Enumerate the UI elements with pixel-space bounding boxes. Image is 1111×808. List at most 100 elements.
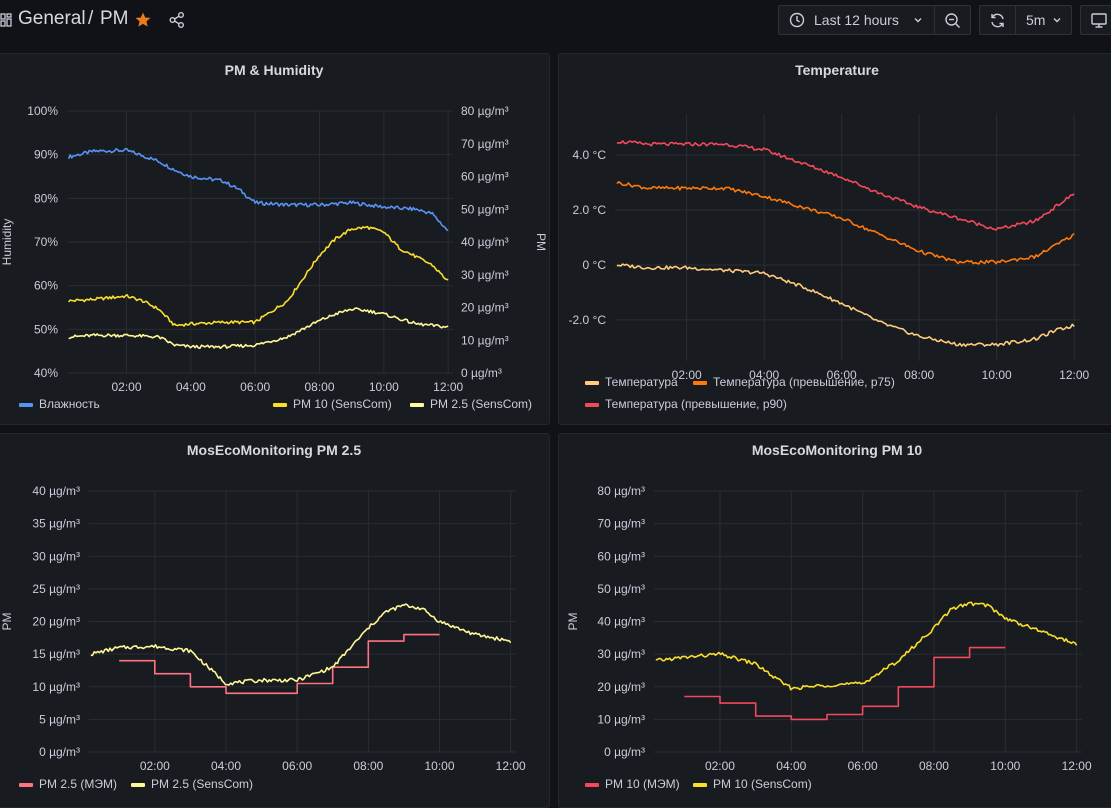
- series-line: [616, 140, 1075, 231]
- legend-color-swatch: [131, 783, 145, 787]
- series-line: [68, 307, 449, 350]
- share-icon[interactable]: [168, 11, 186, 29]
- legend-color-swatch: [19, 783, 33, 787]
- x-tick-label: 10:00: [990, 759, 1020, 773]
- panel-title[interactable]: MosEcoMonitoring PM 10: [751, 442, 923, 458]
- breadcrumb-separator: /: [88, 8, 94, 29]
- legend-color-swatch: [585, 403, 599, 407]
- legend-color-swatch: [273, 403, 287, 407]
- y-tick-label: 5 µg/m³: [39, 712, 80, 726]
- legend-item: PM 2.5 (SensCom): [151, 777, 253, 791]
- y-tick-label: 40 µg/m³: [32, 484, 80, 498]
- legend-item: Температура (превышение, p90): [605, 397, 787, 411]
- panel-temperature: Temperature -2.0 °C 0 °C 2.0 °C 4.0 °C 02:00…: [558, 53, 1111, 425]
- x-tick-label: 12:00: [496, 759, 526, 773]
- breadcrumb-folder[interactable]: General: [18, 8, 86, 29]
- x-tick-label: 06:00: [282, 759, 312, 773]
- y-tick-label: 15 µg/m³: [32, 647, 80, 661]
- x-tick-label: 10:00: [424, 759, 454, 773]
- monitor-icon: [1090, 12, 1108, 29]
- legend-item: Температура: [605, 375, 678, 389]
- panel-title[interactable]: MosEcoMonitoring PM 2.5: [186, 442, 362, 458]
- y-right-tick-label: 0 µg/m³: [461, 366, 502, 380]
- legend-item: PM 10 (SensCom): [713, 777, 812, 791]
- legend-color-swatch: [585, 783, 599, 787]
- y-tick-label: 4.0 °C: [573, 148, 607, 162]
- tv-mode-button[interactable]: [1080, 5, 1111, 35]
- x-tick-label: 04:00: [776, 759, 806, 773]
- pm-humidity-chart: 40% 50% 60% 70% 80% 90% 100% 0 µg/m³ 10 µg/m³ 20 …: [0, 104, 548, 411]
- x-tick-label: 08:00: [304, 380, 334, 394]
- y-tick-label: 10 µg/m³: [597, 712, 645, 726]
- y-right-tick-label: 50 µg/m³: [461, 202, 509, 216]
- dashboard-grid-icon: [0, 13, 12, 27]
- legend-item: PM 10 (SensCom): [293, 397, 392, 411]
- x-tick-label: 12:00: [433, 380, 463, 394]
- time-range-label: Last 12 hours: [814, 12, 899, 28]
- series-line: [68, 225, 449, 327]
- x-tick-label: 04:00: [176, 380, 206, 394]
- y-tick-label: 25 µg/m³: [32, 582, 80, 596]
- series-line: [684, 646, 1006, 721]
- y-tick-label: 20 µg/m³: [32, 615, 80, 629]
- y-tick-label: 0 µg/m³: [39, 745, 80, 759]
- legend-item: PM 2.5 (МЭМ): [39, 777, 117, 791]
- panel-mosecomonitoring-pm10: MosEcoMonitoring PM 10 0 µg/m³ 10 µg/m³ 20…: [558, 433, 1111, 808]
- y-right-tick-label: 20 µg/m³: [461, 301, 509, 315]
- pm25-chart: 0 µg/m³ 5 µg/m³ 10 µg/m³ 15 µg/m³ 20 µg/m³ 25…: [0, 484, 526, 791]
- x-tick-label: 02:00: [705, 759, 735, 773]
- x-tick-label: 08:00: [904, 368, 934, 382]
- y-tick-label: 40 µg/m³: [597, 615, 645, 629]
- y-tick-label: 80 µg/m³: [597, 484, 645, 498]
- dashboard-header: General / PM Last 12 hours: [0, 0, 1111, 42]
- y-tick-label: 35 µg/m³: [32, 517, 80, 531]
- zoom-out-button[interactable]: [934, 6, 970, 34]
- x-tick-label: 04:00: [749, 368, 779, 382]
- y-tick-label: 80%: [34, 191, 58, 205]
- y-tick-label: 30 µg/m³: [597, 647, 645, 661]
- time-picker: Last 12 hours: [778, 5, 971, 35]
- x-tick-label: 12:00: [1059, 368, 1089, 382]
- panel-title[interactable]: PM & Humidity: [224, 62, 324, 78]
- y-tick-label: 70%: [34, 235, 58, 249]
- y-tick-label: 20 µg/m³: [597, 680, 645, 694]
- legend-color-swatch: [410, 403, 424, 407]
- y-axis-label: PM: [0, 612, 14, 630]
- y-tick-label: 0 °C: [583, 258, 607, 272]
- refresh-picker: 5m: [979, 5, 1072, 35]
- panel-pm-humidity: PM & Humidity 40% 50% 60% 70% 80% 90% 100% 0 µg…: [0, 53, 550, 425]
- x-tick-label: 06:00: [827, 368, 857, 382]
- y-tick-label: 90%: [34, 148, 58, 162]
- x-tick-label: 10:00: [369, 380, 399, 394]
- refresh-icon: [989, 12, 1006, 29]
- x-tick-label: 02:00: [140, 759, 170, 773]
- legend-item: Влажность: [39, 397, 100, 411]
- y-tick-label: 70 µg/m³: [597, 517, 645, 531]
- x-tick-label: 10:00: [982, 368, 1012, 382]
- time-range-button[interactable]: Last 12 hours: [779, 6, 934, 34]
- y-axis-label: Humidity: [0, 219, 14, 266]
- refresh-interval-label: 5m: [1026, 12, 1046, 28]
- x-tick-label: 08:00: [919, 759, 949, 773]
- chevron-down-icon: [1052, 15, 1062, 25]
- star-icon[interactable]: [134, 11, 152, 29]
- y-right-tick-label: 80 µg/m³: [461, 104, 509, 118]
- breadcrumb-dashboard[interactable]: PM: [100, 8, 129, 29]
- x-tick-label: 12:00: [1062, 759, 1092, 773]
- legend-color-swatch: [19, 403, 33, 407]
- refresh-interval-button[interactable]: 5m: [1015, 6, 1072, 34]
- x-tick-label: 06:00: [240, 380, 270, 394]
- legend-item: PM 10 (МЭМ): [605, 777, 680, 791]
- y-tick-label: 50%: [34, 322, 58, 336]
- panel-title[interactable]: Temperature: [795, 62, 879, 78]
- y-tick-label: 0 µg/m³: [604, 745, 645, 759]
- legend-color-swatch: [693, 783, 707, 787]
- chevron-down-icon: [913, 15, 923, 25]
- refresh-button[interactable]: [980, 6, 1015, 34]
- y-tick-label: 30 µg/m³: [32, 549, 80, 563]
- y-tick-label: 10 µg/m³: [32, 680, 80, 694]
- x-tick-label: 02:00: [672, 368, 702, 382]
- series-line: [616, 263, 1075, 347]
- tv-mode-segment[interactable]: [1081, 6, 1111, 34]
- y-tick-label: 100%: [27, 104, 58, 118]
